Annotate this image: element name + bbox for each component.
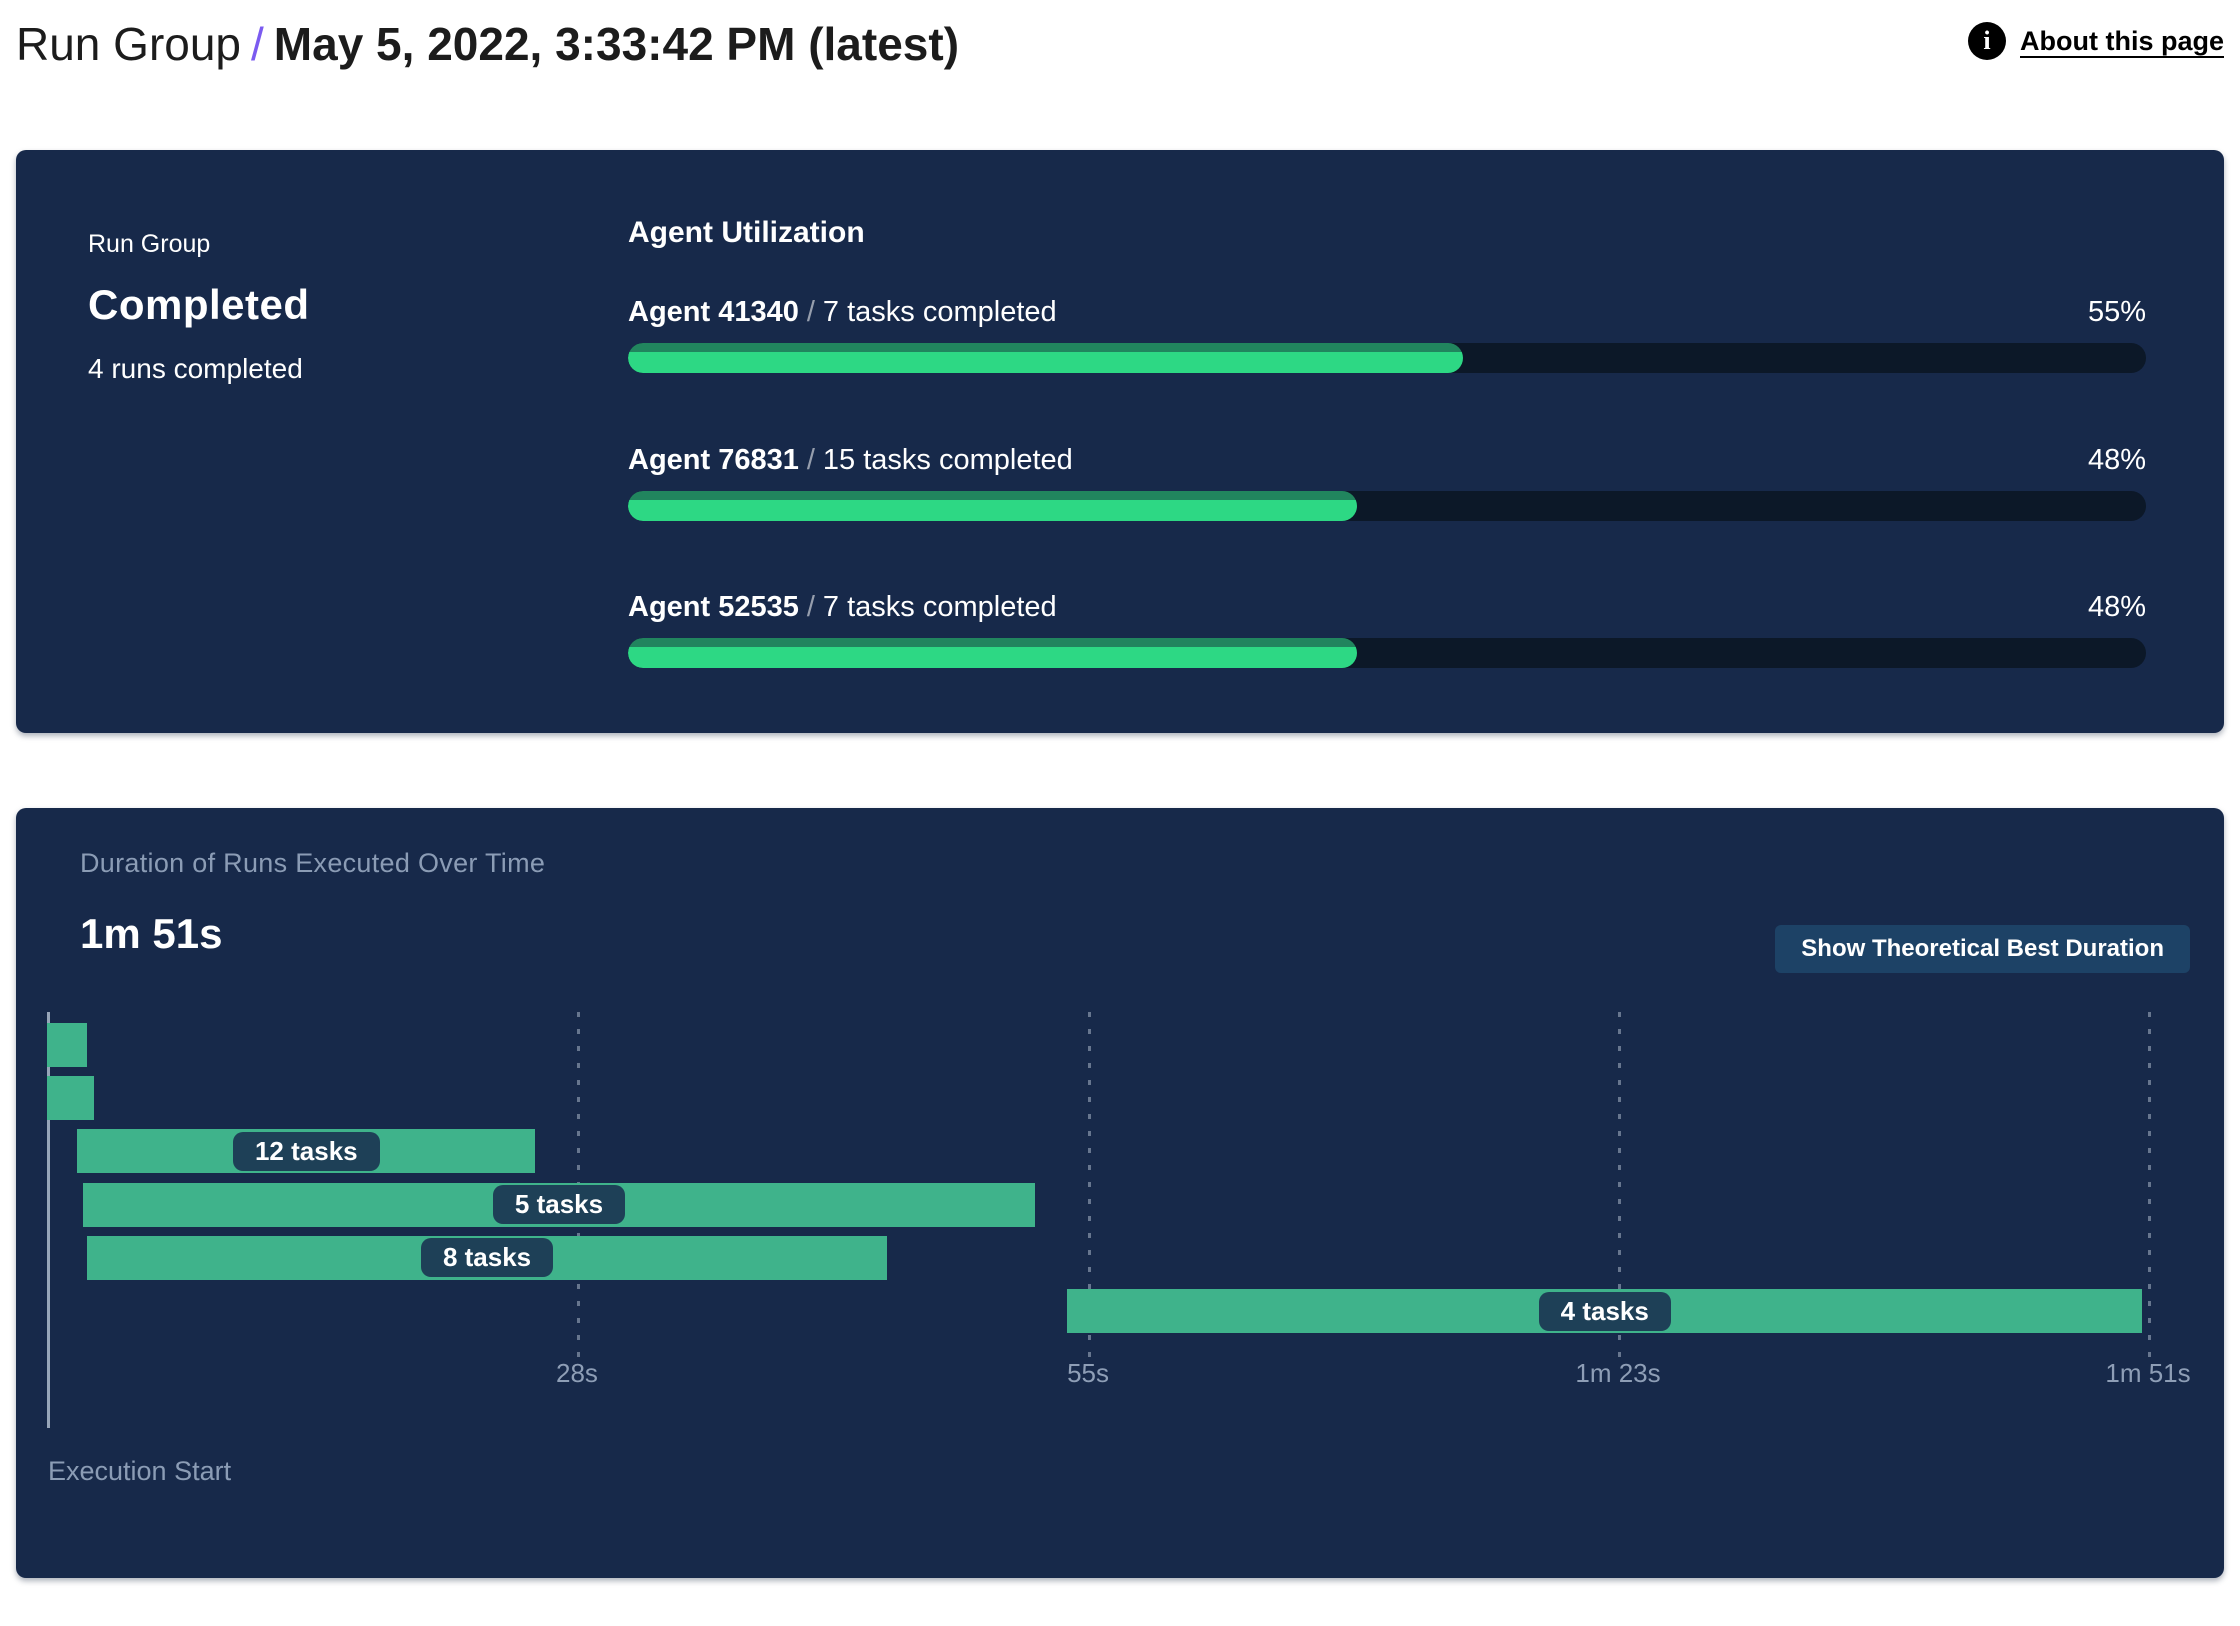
task-count-pill: 4 tasks bbox=[1538, 1291, 1671, 1331]
run-gantt-bar[interactable]: 12 tasks bbox=[77, 1129, 536, 1174]
about-this-page-link[interactable]: i About this page bbox=[1968, 22, 2224, 60]
utilization-progress-track bbox=[628, 343, 2146, 373]
about-link-label: About this page bbox=[2020, 25, 2224, 56]
agent-utilization-percent: 48% bbox=[2087, 591, 2146, 623]
breadcrumb-separator: / bbox=[251, 18, 264, 70]
run-gantt-bar[interactable]: 5 tasks bbox=[82, 1182, 1036, 1227]
time-tick-label: 1m 51s bbox=[2105, 1358, 2191, 1388]
run-gantt-bar[interactable]: 4 tasks bbox=[1067, 1289, 2143, 1333]
page-header: Run Group / May 5, 2022, 3:33:42 PM (lates… bbox=[16, 8, 2224, 88]
utilization-progress-track bbox=[628, 491, 2146, 521]
status-label: Run Group bbox=[88, 230, 211, 258]
run-group-summary-panel: Run Group Completed 4 runs completed Age… bbox=[16, 150, 2224, 733]
time-gridline bbox=[1088, 1012, 1092, 1368]
page-title: Run Group / May 5, 2022, 3:33:42 PM (lates… bbox=[16, 10, 959, 78]
agent-row-header: Agent 52535/7 tasks completed 48% bbox=[628, 591, 2146, 624]
agent-name: Agent 41340 bbox=[628, 296, 799, 328]
breadcrumb-run-group[interactable]: Run Group bbox=[16, 18, 242, 70]
run-gantt-bar[interactable] bbox=[47, 1023, 87, 1067]
agent-label: Agent 76831/15 tasks completed bbox=[628, 444, 1073, 477]
agent-utilization-percent: 48% bbox=[2087, 444, 2146, 476]
info-icon: i bbox=[1968, 22, 2006, 60]
task-count-pill: 5 tasks bbox=[492, 1185, 626, 1225]
task-count-pill: 8 tasks bbox=[420, 1238, 554, 1278]
utilization-progress-track bbox=[628, 638, 2146, 668]
agent-label: Agent 41340/7 tasks completed bbox=[628, 296, 1057, 329]
execution-start-label: Execution Start bbox=[48, 1456, 232, 1486]
agent-row: Agent 76831/15 tasks completed 48% bbox=[628, 444, 2146, 521]
utilization-progress-fill bbox=[628, 491, 1357, 521]
agent-separator: / bbox=[806, 296, 815, 328]
total-duration-value: 1m 51s bbox=[80, 910, 223, 957]
time-gridline bbox=[1618, 1012, 1622, 1368]
agent-utilization-percent: 55% bbox=[2087, 296, 2146, 328]
utilization-progress-fill bbox=[628, 638, 1357, 668]
time-gridline bbox=[2148, 1012, 2151, 1368]
agent-name: Agent 76831 bbox=[628, 444, 799, 476]
time-tick-label: 55s bbox=[1067, 1358, 1109, 1388]
agent-label: Agent 52535/7 tasks completed bbox=[628, 591, 1057, 624]
run-gantt-bar[interactable] bbox=[47, 1076, 95, 1121]
status-block: Run Group Completed 4 runs completed bbox=[88, 230, 310, 385]
execution-start-axis-line bbox=[47, 1012, 50, 1428]
duration-chart-title: Duration of Runs Executed Over Time bbox=[80, 848, 546, 878]
agent-tasks-completed: 15 tasks completed bbox=[822, 444, 1073, 476]
duration-panel: Duration of Runs Executed Over Time 1m 5… bbox=[16, 808, 2224, 1578]
agent-separator: / bbox=[806, 444, 815, 476]
agent-row-header: Agent 41340/7 tasks completed 55% bbox=[628, 296, 2146, 329]
gantt-chart: 28s 55s 1m 23s 1m 51s 12 tasks 5 tasks 8 tasks… bbox=[47, 1012, 2191, 1428]
agent-row: Agent 52535/7 tasks completed 48% bbox=[628, 591, 2146, 668]
agent-name: Agent 52535 bbox=[628, 591, 799, 623]
agent-separator: / bbox=[806, 591, 815, 623]
utilization-progress-fill bbox=[628, 343, 1463, 373]
status-value: Completed bbox=[88, 281, 310, 328]
show-theoretical-best-duration-button[interactable]: Show Theoretical Best Duration bbox=[1775, 925, 2190, 973]
agent-row: Agent 41340/7 tasks completed 55% bbox=[628, 296, 2146, 373]
agent-row-header: Agent 76831/15 tasks completed 48% bbox=[628, 444, 2146, 477]
breadcrumb-current-run: May 5, 2022, 3:33:42 PM (latest) bbox=[273, 18, 960, 70]
agent-utilization-title: Agent Utilization bbox=[628, 216, 865, 249]
agent-tasks-completed: 7 tasks completed bbox=[822, 296, 1057, 328]
run-gantt-bar[interactable]: 8 tasks bbox=[86, 1235, 888, 1280]
status-subtext: 4 runs completed bbox=[88, 353, 303, 384]
time-tick-label: 1m 23s bbox=[1575, 1358, 1661, 1388]
time-tick-label: 28s bbox=[556, 1358, 598, 1388]
task-count-pill: 12 tasks bbox=[232, 1131, 380, 1171]
agent-tasks-completed: 7 tasks completed bbox=[822, 591, 1057, 623]
